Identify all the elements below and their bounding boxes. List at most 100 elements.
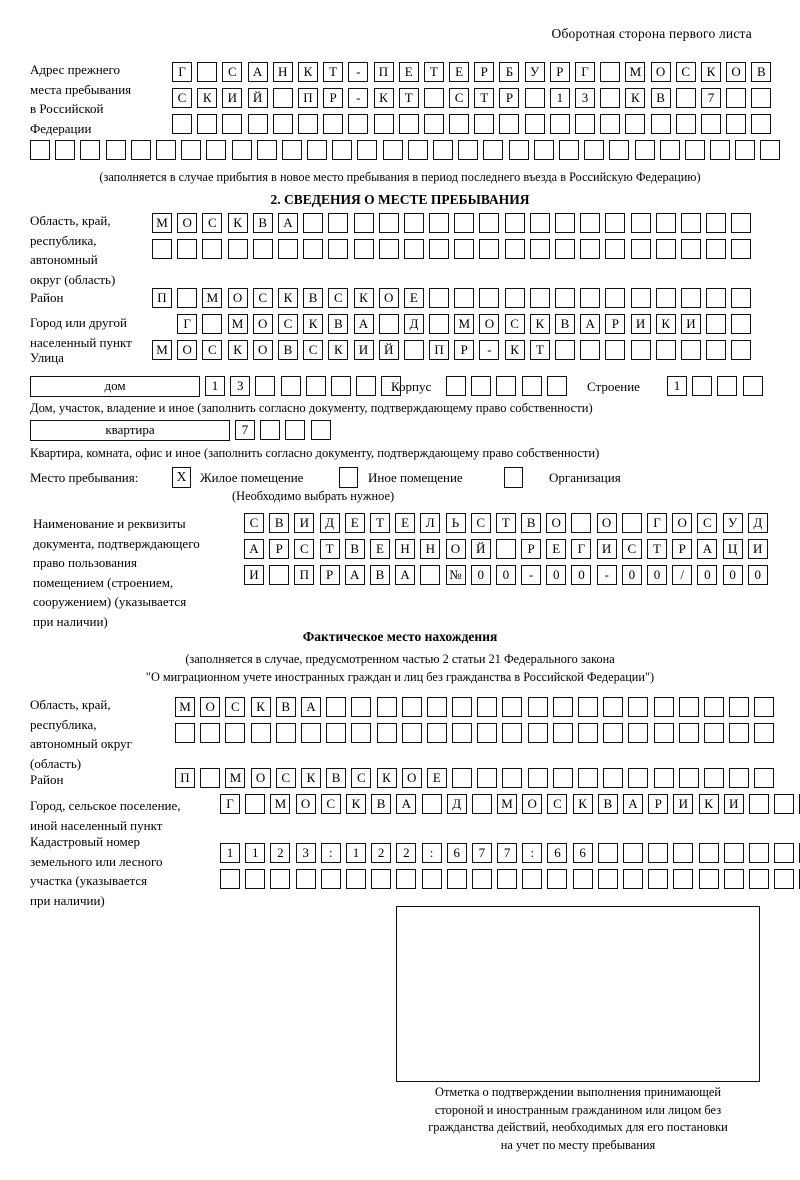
char-cell[interactable]	[307, 140, 328, 160]
char-cell[interactable]: Й	[378, 340, 399, 360]
char-cell[interactable]: М	[454, 314, 475, 334]
char-cell[interactable]	[300, 723, 321, 743]
char-cell[interactable]: П	[294, 565, 315, 585]
char-cell[interactable]: К	[328, 340, 349, 360]
char-cell[interactable]	[731, 213, 752, 233]
char-cell[interactable]: К	[297, 62, 318, 82]
char-cell[interactable]	[357, 140, 378, 160]
char-cell[interactable]	[575, 114, 595, 134]
char-cell[interactable]	[452, 723, 473, 743]
char-cell[interactable]	[297, 114, 318, 134]
char-cell[interactable]: Д	[747, 513, 768, 533]
char-cell[interactable]	[446, 376, 466, 396]
char-cell[interactable]	[572, 869, 593, 889]
char-cell[interactable]: С	[697, 513, 718, 533]
flat-number-cells[interactable]: 7	[235, 420, 331, 440]
char-cell[interactable]	[675, 88, 696, 108]
char-cell[interactable]	[227, 239, 248, 259]
char-cell[interactable]	[751, 88, 772, 108]
char-cell[interactable]	[706, 213, 727, 233]
char-cell[interactable]	[200, 768, 221, 788]
char-cell[interactable]	[673, 843, 694, 863]
char-cell[interactable]: 3	[575, 88, 595, 108]
char-cell[interactable]	[320, 869, 341, 889]
char-cell[interactable]	[403, 239, 424, 259]
char-cell[interactable]: Ь	[445, 513, 466, 533]
char-cell[interactable]	[578, 768, 598, 788]
char-cell[interactable]	[231, 140, 252, 160]
char-cell[interactable]	[303, 213, 324, 233]
char-cell[interactable]: М	[152, 213, 172, 233]
char-cell[interactable]: 0	[470, 565, 491, 585]
char-cell[interactable]: -	[348, 88, 369, 108]
char-cell[interactable]	[748, 869, 769, 889]
char-cell[interactable]: Й	[470, 539, 491, 559]
char-cell[interactable]: 0	[697, 565, 718, 585]
char-cell[interactable]	[351, 697, 372, 717]
char-cell[interactable]: О	[726, 62, 747, 82]
char-cell[interactable]: К	[227, 213, 248, 233]
char-cell[interactable]	[600, 114, 621, 134]
char-cell[interactable]	[678, 723, 699, 743]
char-cell[interactable]	[423, 114, 444, 134]
char-cell[interactable]	[508, 140, 529, 160]
char-cell[interactable]: О	[252, 340, 273, 360]
char-cell[interactable]	[378, 314, 399, 334]
char-cell[interactable]	[625, 114, 646, 134]
char-cell[interactable]	[356, 376, 377, 396]
char-cell[interactable]	[458, 140, 479, 160]
char-cell[interactable]	[723, 869, 744, 889]
char-cell[interactable]: Г	[172, 62, 192, 82]
char-cell[interactable]: Г	[647, 513, 667, 533]
char-cell[interactable]	[502, 697, 523, 717]
char-cell[interactable]: П	[152, 288, 172, 308]
char-cell[interactable]: Д	[403, 314, 424, 334]
char-cell[interactable]: Г	[575, 62, 595, 82]
char-cell[interactable]	[353, 213, 374, 233]
char-cell[interactable]	[731, 288, 752, 308]
char-cell[interactable]: В	[751, 62, 772, 82]
char-cell[interactable]	[549, 114, 570, 134]
char-cell[interactable]	[398, 114, 419, 134]
char-cell[interactable]: О	[596, 513, 617, 533]
char-cell[interactable]	[706, 288, 727, 308]
char-cell[interactable]	[527, 697, 548, 717]
char-cell[interactable]: Р	[549, 62, 570, 82]
char-cell[interactable]	[454, 288, 475, 308]
char-cell[interactable]: Р	[269, 539, 290, 559]
char-cell[interactable]: И	[723, 794, 744, 814]
char-cell[interactable]: Р	[319, 565, 340, 585]
char-cell[interactable]	[623, 869, 643, 889]
char-cell[interactable]: И	[630, 314, 651, 334]
char-cell[interactable]: К	[504, 340, 525, 360]
char-cell[interactable]	[401, 697, 422, 717]
char-cell[interactable]	[754, 697, 775, 717]
char-cell[interactable]	[648, 869, 669, 889]
char-cell[interactable]: Е	[403, 288, 424, 308]
char-cell[interactable]	[454, 239, 475, 259]
char-cell[interactable]: Т	[647, 539, 667, 559]
char-cell[interactable]	[376, 697, 397, 717]
char-cell[interactable]: Т	[495, 513, 516, 533]
char-cell[interactable]	[655, 340, 676, 360]
char-cell[interactable]	[396, 869, 417, 889]
char-cell[interactable]: А	[580, 314, 601, 334]
char-cell[interactable]: 0	[495, 565, 516, 585]
char-cell[interactable]	[272, 114, 293, 134]
char-cell[interactable]: Е	[398, 62, 419, 82]
char-cell[interactable]: :	[320, 843, 341, 863]
char-cell[interactable]	[555, 213, 575, 233]
char-cell[interactable]: Б	[499, 62, 520, 82]
char-cell[interactable]: 7	[471, 843, 492, 863]
char-cell[interactable]	[684, 140, 705, 160]
char-cell[interactable]: О	[672, 513, 693, 533]
char-cell[interactable]: К	[303, 314, 324, 334]
previous-address-row-3[interactable]	[172, 114, 772, 134]
char-cell[interactable]	[429, 239, 450, 259]
char-cell[interactable]	[678, 768, 699, 788]
char-cell[interactable]	[760, 140, 781, 160]
char-cell[interactable]: 0	[747, 565, 768, 585]
char-cell[interactable]: А	[395, 565, 416, 585]
char-cell[interactable]	[603, 697, 624, 717]
